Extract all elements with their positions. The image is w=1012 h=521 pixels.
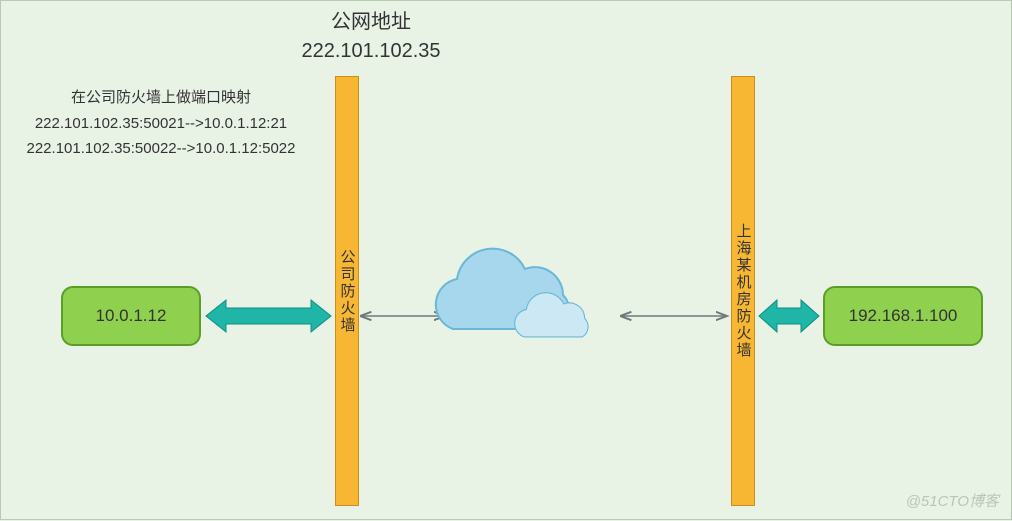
host-right-label: 192.168.1.100 (849, 306, 958, 326)
arrow-host-to-company-fw (206, 300, 331, 332)
diagram-overlay (1, 1, 1012, 521)
host-right: 192.168.1.100 (823, 286, 983, 346)
cloud-icon (436, 249, 588, 337)
arrow-shanghai-fw-to-host (759, 300, 819, 332)
host-left-label: 10.0.1.12 (96, 306, 167, 326)
watermark: @51CTO博客 (906, 490, 999, 511)
mapping-line3: 222.101.102.35:50022-->10.0.1.12:5022 (11, 136, 311, 162)
firewall-company: 公司防火墙 (335, 76, 359, 506)
public-ip-title: 公网地址 222.101.102.35 (271, 5, 471, 63)
firewall-company-label: 公司防火墙 (337, 249, 358, 334)
title-line1: 公网地址 (271, 5, 471, 34)
mapping-line1: 在公司防火墙上做端口映射 (11, 85, 311, 111)
port-mapping-note: 在公司防火墙上做端口映射 222.101.102.35:50021-->10.0… (11, 85, 311, 162)
title-line2: 222.101.102.35 (271, 40, 471, 63)
firewall-shanghai: 上海某机房防火墙 (731, 76, 755, 506)
host-left: 10.0.1.12 (61, 286, 201, 346)
firewall-shanghai-label: 上海某机房防火墙 (733, 223, 754, 359)
mapping-line2: 222.101.102.35:50021-->10.0.1.12:21 (11, 111, 311, 137)
